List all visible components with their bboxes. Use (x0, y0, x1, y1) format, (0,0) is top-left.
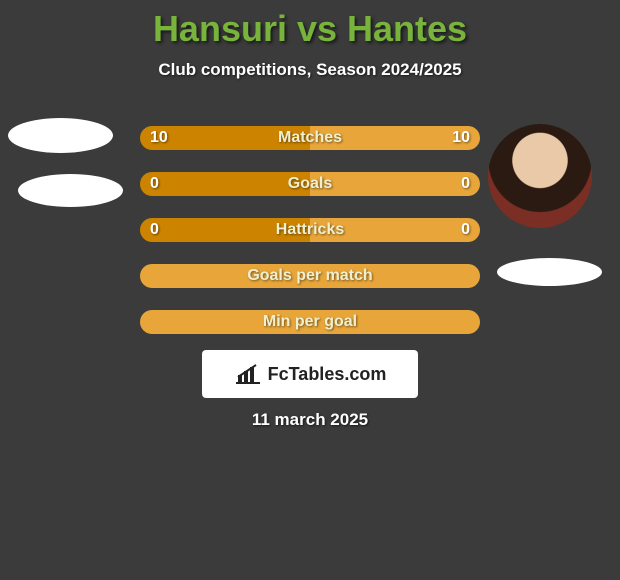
bar-row: 0 0 Hattricks (140, 218, 480, 242)
logo-text: FcTables.com (268, 364, 387, 385)
player-right-ellipse (497, 258, 602, 286)
bar-value-left: 10 (150, 129, 168, 147)
player-right-avatar (488, 124, 592, 228)
logo-box: FcTables.com (202, 350, 418, 398)
bar-label: Min per goal (263, 313, 357, 331)
bar-label: Goals (288, 175, 332, 193)
bar-row: 10 10 Matches (140, 126, 480, 150)
bar-value-left: 0 (150, 221, 159, 239)
bar-value-right: 0 (461, 175, 470, 193)
bar-value-right: 10 (452, 129, 470, 147)
bar-label: Goals per match (247, 267, 372, 285)
chart-icon (234, 363, 262, 385)
page-subtitle: Club competitions, Season 2024/2025 (0, 60, 620, 80)
bar-value-left: 0 (150, 175, 159, 193)
bar-value-right: 0 (461, 221, 470, 239)
comparison-bars: 10 10 Matches 0 0 Goals 0 0 Hattricks Goals per m… (140, 126, 480, 356)
bar-left-fill (140, 172, 310, 196)
date-text: 11 march 2025 (252, 410, 368, 430)
player-left-ellipse-1 (8, 118, 113, 153)
bar-label: Matches (278, 129, 342, 147)
bar-row: 0 0 Goals (140, 172, 480, 196)
player-left-ellipse-2 (18, 174, 123, 207)
bar-row: Goals per match (140, 264, 480, 288)
page-title: Hansuri vs Hantes (0, 0, 620, 50)
bar-label: Hattricks (276, 221, 344, 239)
bar-right-fill (310, 172, 480, 196)
bar-row: Min per goal (140, 310, 480, 334)
